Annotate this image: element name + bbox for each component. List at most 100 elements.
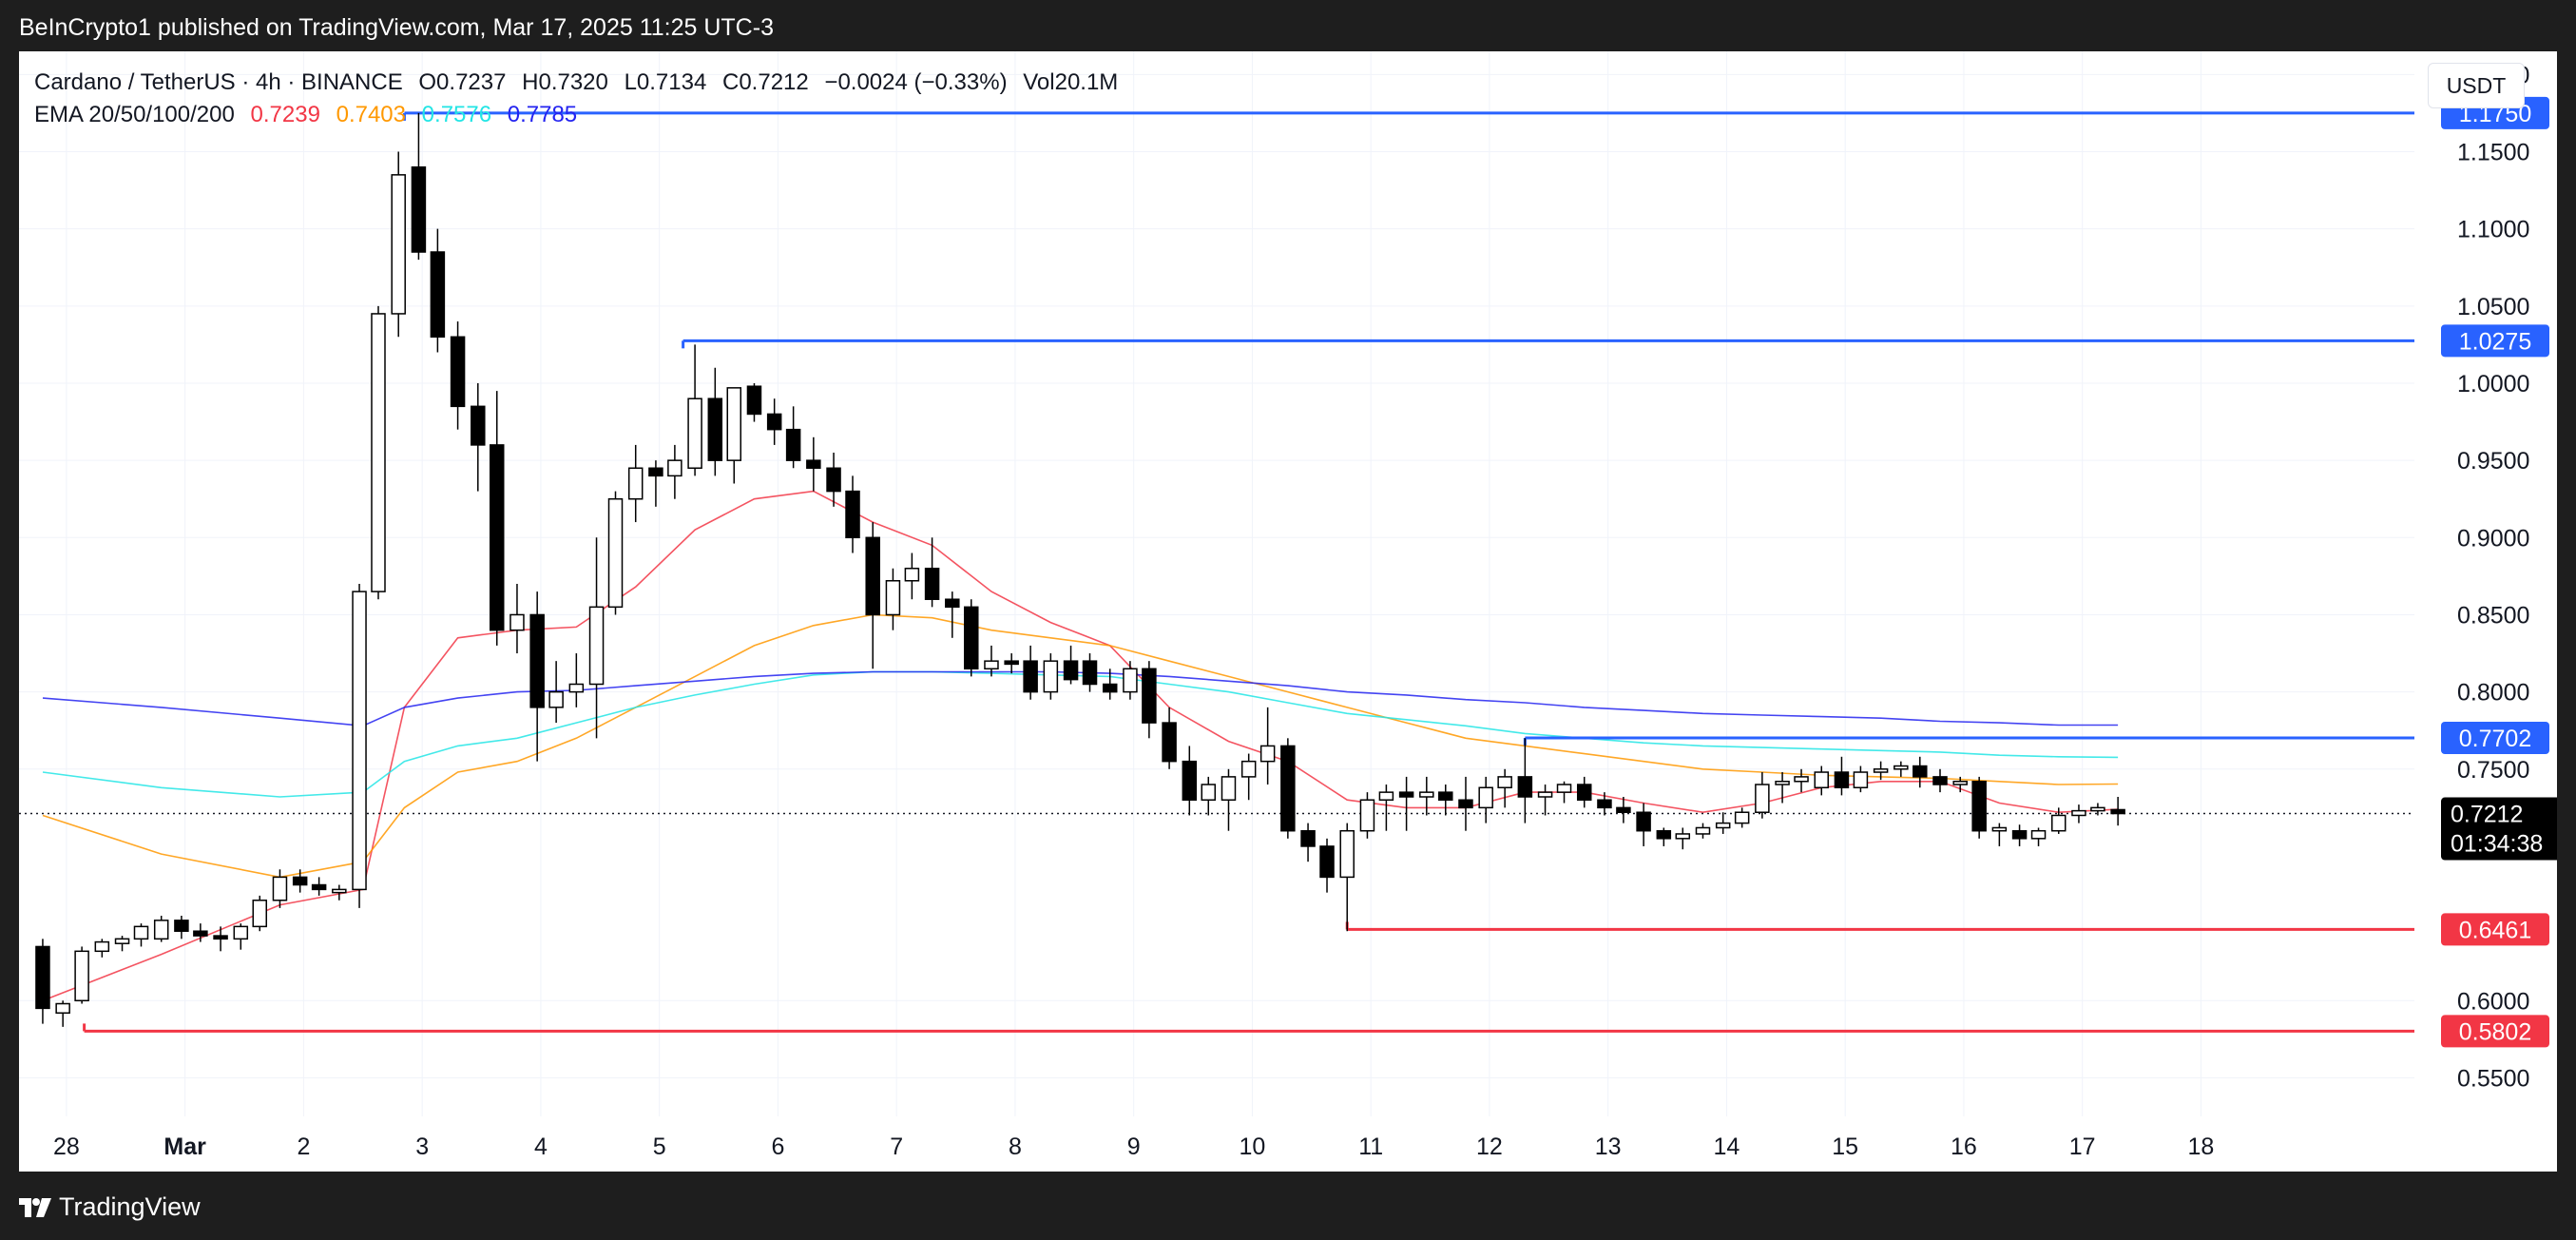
candle-body-up — [1478, 786, 1493, 809]
candle-body-down — [1438, 791, 1453, 801]
candle-body-down — [1142, 668, 1157, 724]
candle-body-down — [648, 467, 663, 477]
candle-body-up — [352, 591, 367, 891]
x-tick-label: 13 — [1595, 1133, 1622, 1160]
candle-body-up — [1794, 776, 1809, 783]
candle-body-up — [1339, 829, 1355, 879]
candle-body-up — [1201, 784, 1217, 801]
x-tick-label: 6 — [771, 1133, 784, 1160]
candle-body-down — [174, 920, 189, 932]
candle-body-down — [1004, 660, 1019, 666]
candle-body-down — [490, 444, 505, 631]
axes: 0.5500 0.6000 0.7500 0.8000 0.8500 0.9000 0.95… — [53, 62, 2557, 1160]
volume-value: Vol20.1M — [1023, 69, 1119, 95]
ema-line-ema-200 — [42, 670, 2119, 727]
last-price-badge — [2441, 797, 2557, 861]
candle-body-up — [1734, 811, 1750, 824]
candle-body-down — [1932, 776, 1948, 785]
candle-body-up — [1814, 771, 1829, 789]
candle-body-down — [785, 428, 801, 461]
candle-body-down — [826, 467, 841, 493]
ema-line-ema-20 — [42, 490, 2119, 1002]
level-price-badge — [2441, 324, 2549, 358]
candle-body-up — [1894, 765, 1909, 770]
candle-body-up — [153, 920, 169, 940]
candle-body-up — [1695, 826, 1711, 835]
candles — [35, 112, 2125, 1027]
level-price-label: 0.6461 — [2459, 917, 2531, 943]
ema-20-value: 0.7239 — [250, 102, 320, 127]
candle-body-down — [529, 613, 545, 708]
candle-body-up — [94, 940, 110, 953]
x-tick-label: 12 — [1476, 1133, 1503, 1160]
candle-body-up — [687, 397, 702, 470]
candle-body-down — [430, 251, 446, 339]
x-tick-label: 9 — [1127, 1133, 1141, 1160]
candle-body-down — [1517, 776, 1533, 798]
candle-body-down — [1971, 781, 1987, 832]
candle-body-up — [371, 313, 386, 592]
candle-body-down — [471, 405, 486, 446]
candle-body-down — [924, 568, 940, 600]
y-tick-label: 0.5500 — [2457, 1065, 2529, 1092]
x-tick-label: Mar — [163, 1133, 206, 1160]
candle-body-down — [1063, 660, 1079, 681]
candle-body-up — [904, 568, 920, 582]
candle-body-up — [1556, 784, 1572, 793]
candle-body-down — [1597, 799, 1612, 809]
candle-body-down — [1023, 660, 1038, 693]
candle-body-up — [885, 580, 901, 616]
candle-body-up — [252, 900, 267, 928]
level-price-label: 0.7702 — [2459, 726, 2531, 752]
price-chart[interactable]: 0.5500 0.6000 0.7500 0.8000 0.8500 0.9000 0.95… — [19, 51, 2557, 1172]
candle-body-up — [1537, 791, 1553, 798]
x-tick-label: 2 — [297, 1133, 310, 1160]
candle-body-down — [1398, 791, 1414, 798]
candle-body-down — [1616, 806, 1631, 813]
candle-body-down — [1458, 799, 1473, 809]
x-tick-label: 15 — [1832, 1133, 1858, 1160]
y-tick-label: 0.9000 — [2457, 525, 2529, 552]
y-tick-label: 0.8000 — [2457, 680, 2529, 707]
level-price-badge — [2441, 721, 2549, 754]
candle-body-down — [450, 336, 466, 408]
x-tick-label: 14 — [1714, 1133, 1740, 1160]
y-tick-label: 1.1000 — [2457, 217, 2529, 243]
candle-body-up — [726, 387, 742, 461]
y-tick-label: 0.6000 — [2457, 988, 2529, 1015]
candle-body-down — [806, 459, 821, 470]
candle-body-up — [1259, 745, 1276, 763]
candle-body-down — [707, 397, 723, 461]
candle-body-up — [1240, 760, 1257, 778]
x-tick-label: 5 — [653, 1133, 666, 1160]
x-tick-label: 18 — [2188, 1133, 2215, 1160]
last-price-label: 0.7212 — [2451, 802, 2523, 828]
candle-body-up — [114, 938, 130, 944]
candle-body-up — [2050, 814, 2067, 832]
tradingview-logo[interactable]: TradingView — [19, 1192, 201, 1222]
candle-body-up — [2071, 809, 2086, 817]
level-price-label: 0.5802 — [2459, 1018, 2531, 1045]
candle-body-up — [55, 1002, 70, 1014]
candle-body-down — [213, 935, 228, 940]
candle-body-down — [1300, 829, 1316, 847]
x-tick-label: 3 — [415, 1133, 429, 1160]
x-tick-label: 11 — [1358, 1133, 1383, 1160]
level-price-badge — [2441, 1015, 2549, 1048]
level-lines — [19, 111, 2414, 1033]
open-value: O0.7237 — [418, 69, 507, 95]
candle-body-up — [391, 174, 406, 315]
candle-body-down — [1834, 771, 1850, 789]
candle-body-down — [2011, 829, 2028, 840]
publisher-info: BeInCrypto1 published on TradingView.com… — [19, 14, 774, 41]
currency-button[interactable]: USDT — [2428, 63, 2525, 108]
candle-body-up — [588, 606, 605, 686]
chart-panel[interactable]: 0.5500 0.6000 0.7500 0.8000 0.8500 0.9000 0.95… — [19, 51, 2557, 1172]
candle-body-up — [1853, 771, 1869, 789]
candle-body-up — [667, 459, 682, 477]
candle-body-down — [1319, 845, 1335, 879]
candle-body-down — [766, 413, 782, 431]
candle-body-up — [233, 925, 249, 940]
ema-label[interactable]: EMA 20/50/100/200 — [34, 102, 235, 127]
symbol-title[interactable]: Cardano / TetherUS · 4h · BINANCE — [34, 69, 403, 95]
